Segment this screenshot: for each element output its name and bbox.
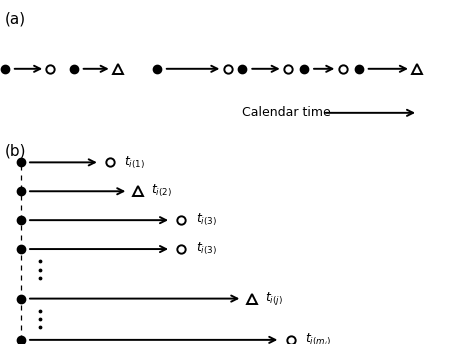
Text: $t_{i(j)}$: $t_{i(j)}$	[265, 290, 283, 307]
Text: (b): (b)	[5, 144, 26, 159]
Text: Calendar time: Calendar time	[242, 106, 331, 119]
Text: $t_{i(3)}$: $t_{i(3)}$	[196, 212, 217, 228]
Text: $t_{i(2)}$: $t_{i(2)}$	[151, 183, 172, 200]
Text: $t_{i(1)}$: $t_{i(1)}$	[124, 154, 145, 171]
Text: $t_{i(m_i)}$: $t_{i(m_i)}$	[305, 332, 331, 344]
Text: (a): (a)	[5, 11, 26, 26]
Text: $t_{i(3)}$: $t_{i(3)}$	[196, 241, 217, 257]
